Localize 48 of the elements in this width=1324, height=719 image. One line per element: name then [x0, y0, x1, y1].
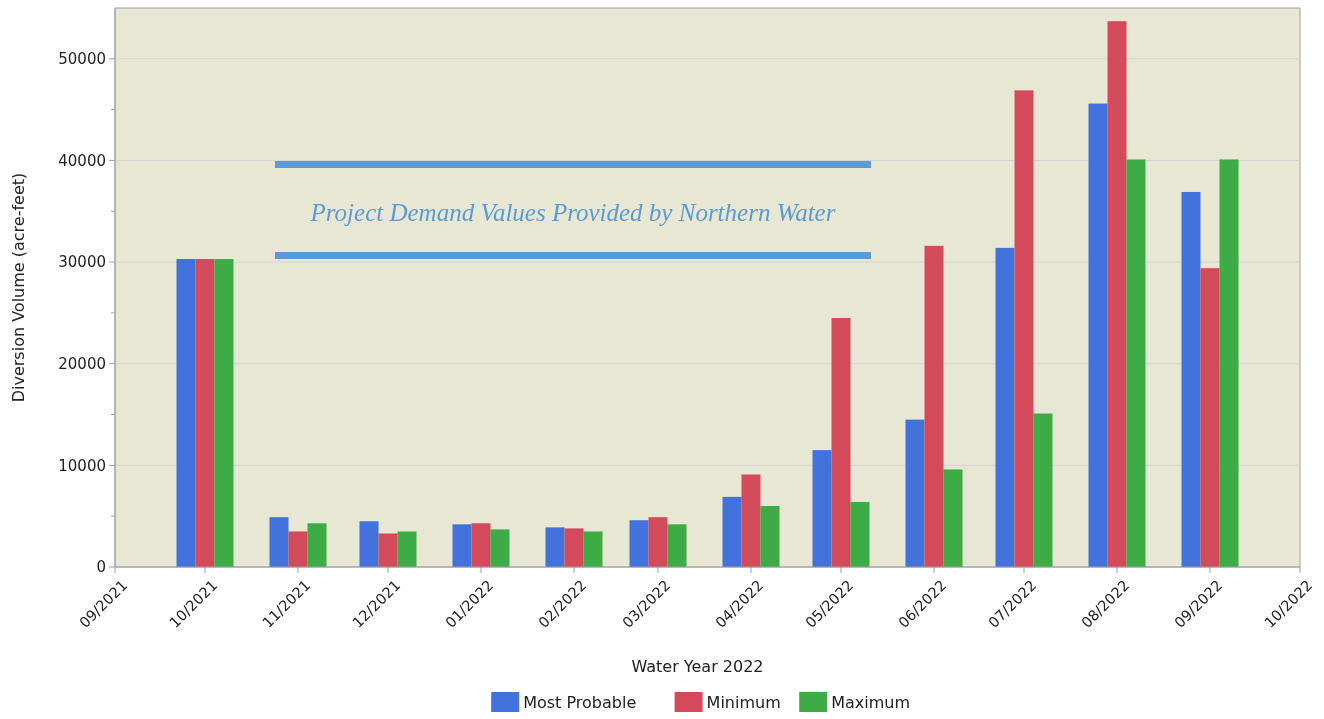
bar: [1181, 191, 1201, 567]
bar: [905, 419, 925, 567]
y-tick-label: 50000: [58, 50, 106, 69]
bar: [307, 523, 327, 567]
x-axis-title: Water Year 2022: [631, 657, 764, 676]
bar: [1219, 159, 1239, 567]
legend-label: Minimum: [706, 692, 781, 712]
bar: [359, 521, 379, 567]
bar: [564, 528, 584, 567]
bar: [288, 531, 308, 567]
bar: [195, 259, 215, 567]
bar: [1126, 159, 1146, 567]
legend-label: Maximum: [831, 692, 911, 712]
bar: [924, 245, 944, 567]
bar: [741, 474, 761, 567]
bar: [812, 450, 832, 567]
bar: [452, 524, 472, 567]
bar: [943, 469, 963, 567]
bar: [176, 259, 196, 567]
y-tick-label: 10000: [58, 456, 106, 475]
bar: [397, 531, 417, 567]
bar: [760, 506, 780, 567]
y-tick-label: 30000: [58, 253, 106, 272]
bar: [995, 247, 1015, 567]
bar: [831, 317, 851, 567]
annotation: Project Demand Values Provided by Northern Water: [309, 198, 836, 226]
bar: [490, 529, 510, 567]
bar: [214, 259, 234, 567]
bar: [850, 501, 870, 567]
y-tick-label: 40000: [58, 151, 106, 170]
y-tick-label: 20000: [58, 354, 106, 373]
bar: [722, 496, 742, 567]
bar: [471, 523, 491, 567]
bar: [648, 517, 668, 567]
bar: [1014, 90, 1034, 567]
bar: [545, 527, 565, 567]
bar: [1107, 21, 1127, 567]
y-axis-title: Diversion Volume (acre-feet): [9, 172, 28, 403]
bar: [378, 533, 398, 567]
bar: [629, 520, 649, 567]
bar: [1033, 413, 1053, 567]
legend-label: Most Probable: [523, 692, 637, 712]
bar: [583, 531, 603, 567]
bar: [1088, 103, 1108, 567]
bar: [667, 524, 687, 567]
bar: [269, 517, 289, 567]
y-tick-label: 0: [96, 558, 106, 577]
bar: [1200, 268, 1220, 567]
